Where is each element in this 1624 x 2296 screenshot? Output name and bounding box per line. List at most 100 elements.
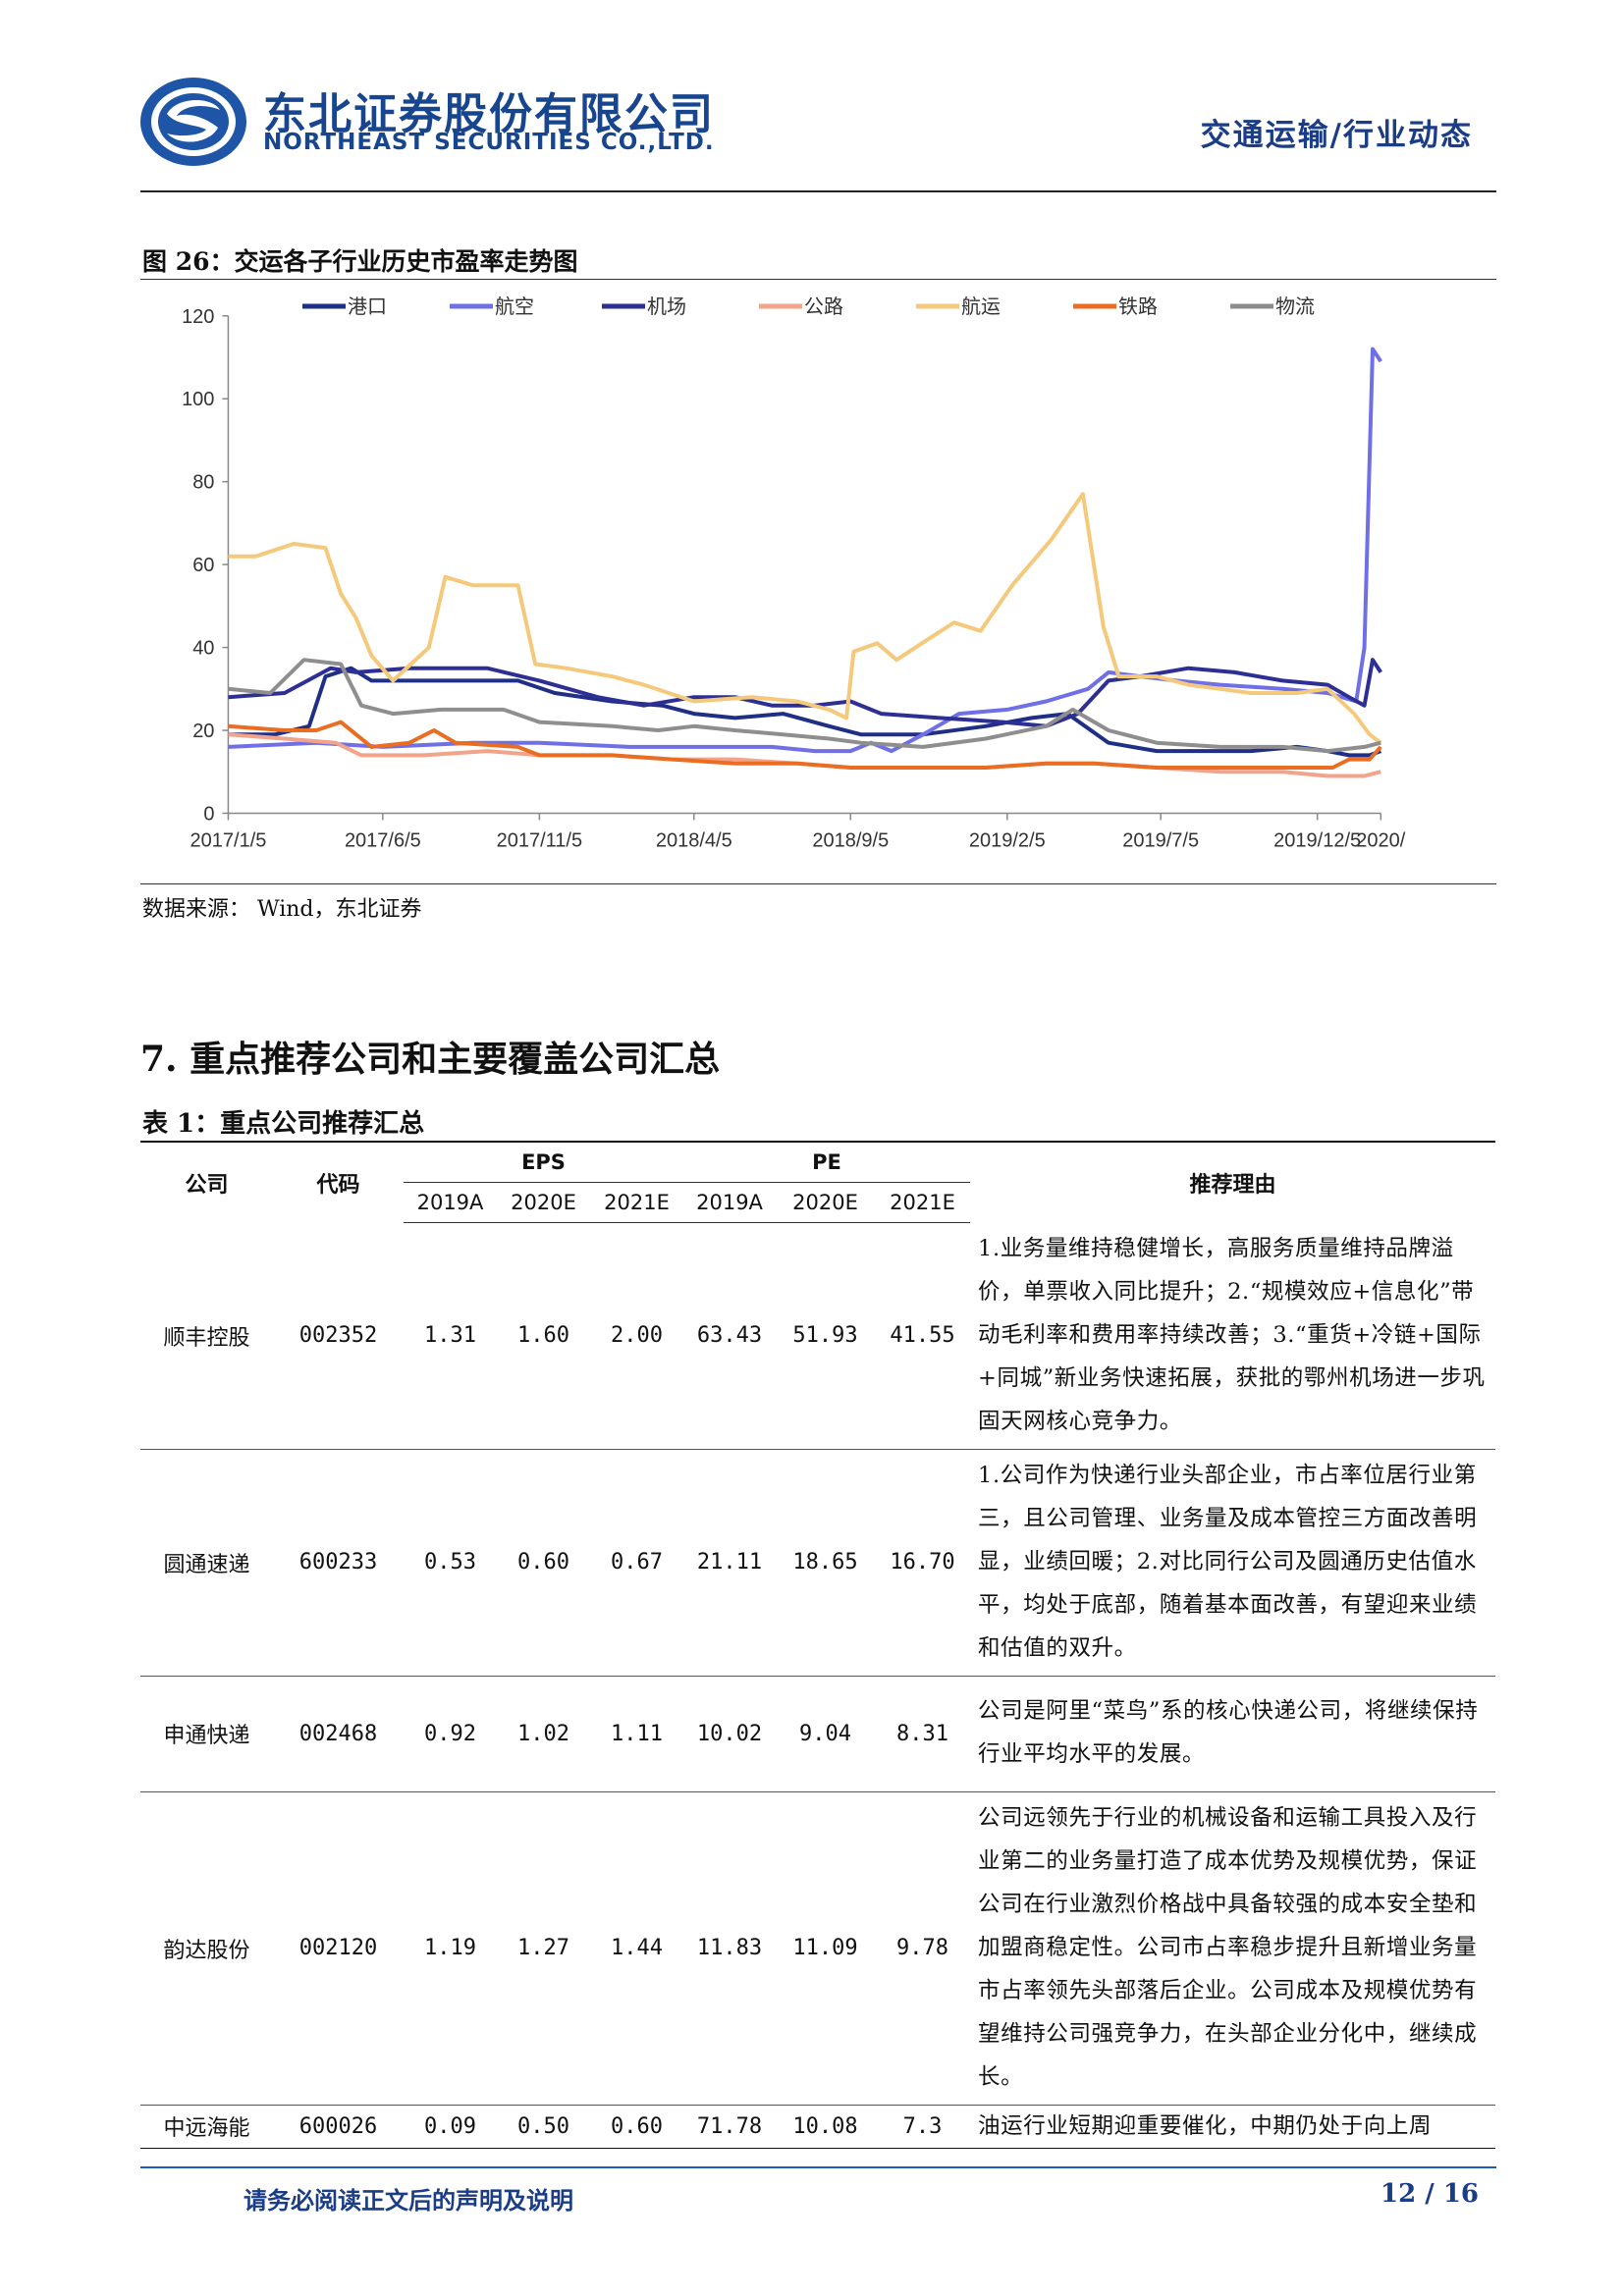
eps-2021e: 0.60	[590, 2105, 684, 2149]
page-number: 12 / 16	[1380, 2179, 1479, 2209]
eps-2021e: 0.67	[590, 1449, 684, 1677]
recommendation-reason: 公司是阿里“菜鸟”系的核心快递公司，将继续保持行业平均水平的发展。	[970, 1676, 1496, 1792]
pe-2019a: 63.43	[683, 1222, 777, 1450]
pe-2019a: 11.83	[683, 1791, 777, 2106]
table-row: 中远海能 600026 0.09 0.50 0.60 71.78 10.08 7…	[140, 2105, 1496, 2149]
x-tick-label: 2017/6/5	[345, 829, 421, 851]
pe-2021e: 9.78	[875, 1791, 971, 2106]
x-axis: 2017/1/5 2017/6/5 2017/11/5 2018/4/5 2018/9/…	[190, 812, 1406, 851]
legend-label: 物流	[1275, 294, 1315, 318]
header-eps-2020e: 2020E	[497, 1182, 590, 1223]
x-tick-label: 2019/2/5	[969, 829, 1046, 851]
pe-2021e: 16.70	[875, 1449, 971, 1677]
pe-2020e: 11.09	[776, 1791, 876, 2106]
x-tick-label: 2017/1/5	[190, 829, 267, 851]
header-divider	[140, 190, 1496, 192]
footer-divider	[140, 2166, 1496, 2168]
header-pe: PE	[683, 1141, 971, 1183]
x-tick-label: 2017/11/5	[497, 829, 582, 851]
eps-2019a: 1.19	[404, 1791, 497, 2106]
footer-disclaimer: 请务必阅读正文后的声明及说明	[244, 2186, 573, 2215]
x-tick-label: 2019/12/5	[1273, 829, 1361, 851]
stock-code: 002352	[273, 1222, 404, 1450]
eps-2021e: 1.11	[590, 1676, 684, 1792]
header-code: 代码	[273, 1141, 404, 1223]
header-reason: 推荐理由	[970, 1141, 1496, 1223]
legend-label: 航空	[495, 294, 534, 318]
pe-2019a: 71.78	[683, 2105, 777, 2149]
chart-legend: 港口 航空 机场 公路 航运 铁路 物流	[302, 294, 1315, 318]
section-title: 7. 重点推荐公司和主要覆盖公司汇总	[140, 1039, 721, 1080]
series-line	[228, 720, 1382, 770]
company-name: 圆通速递	[140, 1449, 273, 1677]
header-company: 公司	[140, 1141, 273, 1223]
company-name: 韵达股份	[140, 1791, 273, 2106]
series-line	[228, 658, 1382, 728]
pe-2019a: 21.11	[683, 1449, 777, 1677]
header-eps-2019a: 2019A	[404, 1182, 497, 1223]
pe-2021e: 7.3	[875, 2105, 971, 2149]
recommendation-table: 公司 代码 EPS PE 推荐理由 2019A 2020E 2021E 2019…	[140, 1141, 1496, 2149]
report-section-label: 交通运输/行业动态	[1200, 118, 1473, 153]
stock-code: 600233	[273, 1449, 404, 1677]
eps-2021e: 2.00	[590, 1222, 684, 1450]
eps-2019a: 0.92	[404, 1676, 497, 1792]
y-tick-label: 120	[182, 306, 214, 328]
pe-2020e: 9.04	[776, 1676, 876, 1792]
eps-2019a: 0.09	[404, 2105, 497, 2149]
eps-2020e: 1.02	[497, 1676, 590, 1792]
recommendation-reason: 1.公司作为快递行业头部企业，市占率位居行业第三，且公司管理、业务量及成本管控三…	[970, 1449, 1496, 1677]
y-tick-label: 60	[192, 555, 214, 576]
pe-2019a: 10.02	[683, 1676, 777, 1792]
eps-2019a: 0.53	[404, 1449, 497, 1677]
legend-label: 铁路	[1118, 294, 1158, 318]
stock-code: 600026	[273, 2105, 404, 2149]
chart-series	[228, 347, 1382, 778]
eps-2020e: 0.60	[497, 1449, 590, 1677]
company-name-en: NORTHEAST SECURITIES CO.,LTD.	[263, 130, 715, 155]
series-line	[228, 666, 1382, 758]
legend-label: 航运	[961, 294, 1001, 318]
pe-2021e: 8.31	[875, 1676, 971, 1792]
y-tick-label: 40	[192, 638, 214, 660]
pe-2020e: 18.65	[776, 1449, 876, 1677]
company-name: 申通快递	[140, 1676, 273, 1792]
header-eps: EPS	[404, 1141, 684, 1183]
series-line	[228, 658, 1381, 754]
legend-label: 公路	[804, 294, 843, 318]
y-tick-label: 0	[203, 803, 214, 825]
x-tick-label: 2019/7/5	[1122, 829, 1199, 851]
x-tick-label: 2020/	[1356, 829, 1405, 851]
table-row: 韵达股份 002120 1.19 1.27 1.44 11.83 11.09 9…	[140, 1791, 1496, 2106]
company-logo	[140, 78, 246, 166]
recommendation-reason: 公司远领先于行业的机械设备和运输工具投入及行业第二的业务量打造了成本优势及规模优…	[970, 1791, 1496, 2106]
table-row: 申通快递 002468 0.92 1.02 1.11 10.02 9.04 8.…	[140, 1676, 1496, 1792]
legend-label: 港口	[348, 294, 387, 318]
stock-code: 002120	[273, 1791, 404, 2106]
figure-caption: 图 26：交运各子行业历史市盈率走势图	[142, 247, 578, 276]
series-line	[228, 347, 1382, 754]
y-tick-label: 80	[192, 472, 214, 494]
header-pe-2020e: 2020E	[776, 1182, 876, 1223]
y-axis: 0 20 40 60 80 100 120	[182, 306, 230, 825]
recommendation-reason: 1.业务量维持稳健增长，高服务质量维持品牌溢价，单票收入同比提升；2.“规模效应…	[970, 1222, 1496, 1450]
recommendation-reason: 油运行业短期迎重要催化，中期仍处于向上周	[970, 2105, 1496, 2149]
company-name: 顺丰控股	[140, 1222, 273, 1450]
eps-2020e: 0.50	[497, 2105, 590, 2149]
header-pe-2019a: 2019A	[683, 1182, 777, 1223]
x-tick-label: 2018/4/5	[656, 829, 732, 851]
figure-bottom-rule	[140, 883, 1496, 884]
table-row: 圆通速递 600233 0.53 0.60 0.67 21.11 18.65 1…	[140, 1449, 1496, 1677]
y-tick-label: 100	[182, 389, 214, 410]
series-line	[228, 492, 1382, 745]
figure-top-rule	[140, 279, 1496, 280]
pe-2020e: 10.08	[776, 2105, 876, 2149]
company-name-cn: 东北证券股份有限公司	[263, 89, 715, 139]
stock-code: 002468	[273, 1676, 404, 1792]
figure-source: 数据来源： Wind，东北证券	[142, 897, 422, 922]
header-pe-2021e: 2021E	[875, 1182, 971, 1223]
table-row: 顺丰控股 002352 1.31 1.60 2.00 63.43 51.93 4…	[140, 1222, 1496, 1450]
eps-2020e: 1.27	[497, 1791, 590, 2106]
company-name: 中远海能	[140, 2105, 273, 2149]
